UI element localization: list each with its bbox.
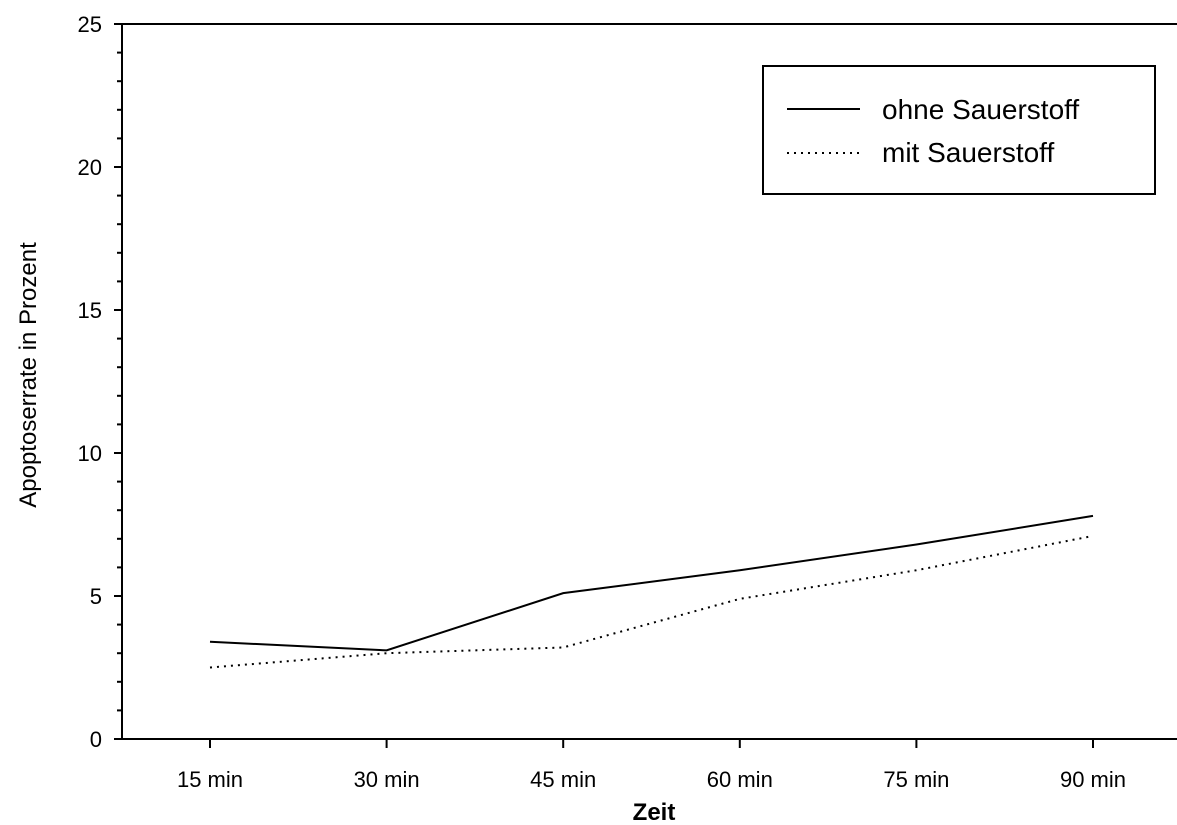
legend-label-ohne-sauerstoff: ohne Sauerstoff — [882, 94, 1079, 125]
y-axis: 0 5 10 15 20 25 — [78, 12, 123, 752]
legend: ohne Sauerstoff mit Sauerstoff — [762, 65, 1156, 195]
y-axis-title: Apoptoserrate in Prozent — [15, 242, 42, 508]
x-tick-label: 90 min — [1060, 767, 1126, 792]
y-tick-label: 15 — [78, 298, 102, 323]
x-tick-label: 45 min — [530, 767, 596, 792]
x-tick-label: 60 min — [707, 767, 773, 792]
y-tick-label: 0 — [90, 727, 102, 752]
x-axis-title: Zeit — [633, 799, 676, 825]
y-tick-label: 10 — [78, 441, 102, 466]
x-tick-label: 30 min — [354, 767, 420, 792]
y-tick-label: 25 — [78, 12, 102, 37]
x-tick-label: 75 min — [883, 767, 949, 792]
y-tick-label: 5 — [90, 584, 102, 609]
x-tick-label: 15 min — [177, 767, 243, 792]
x-axis: 15 min 30 min 45 min 60 min 75 min 90 min — [122, 738, 1177, 792]
series-lines — [209, 514, 1094, 669]
legend-label-mit-sauerstoff: mit Sauerstoff — [882, 137, 1054, 168]
legend-box — [762, 65, 1156, 195]
y-tick-label: 20 — [78, 155, 102, 180]
series-line-mit-sauerstoff — [209, 534, 1094, 669]
series-line-ohne-sauerstoff — [209, 514, 1094, 652]
